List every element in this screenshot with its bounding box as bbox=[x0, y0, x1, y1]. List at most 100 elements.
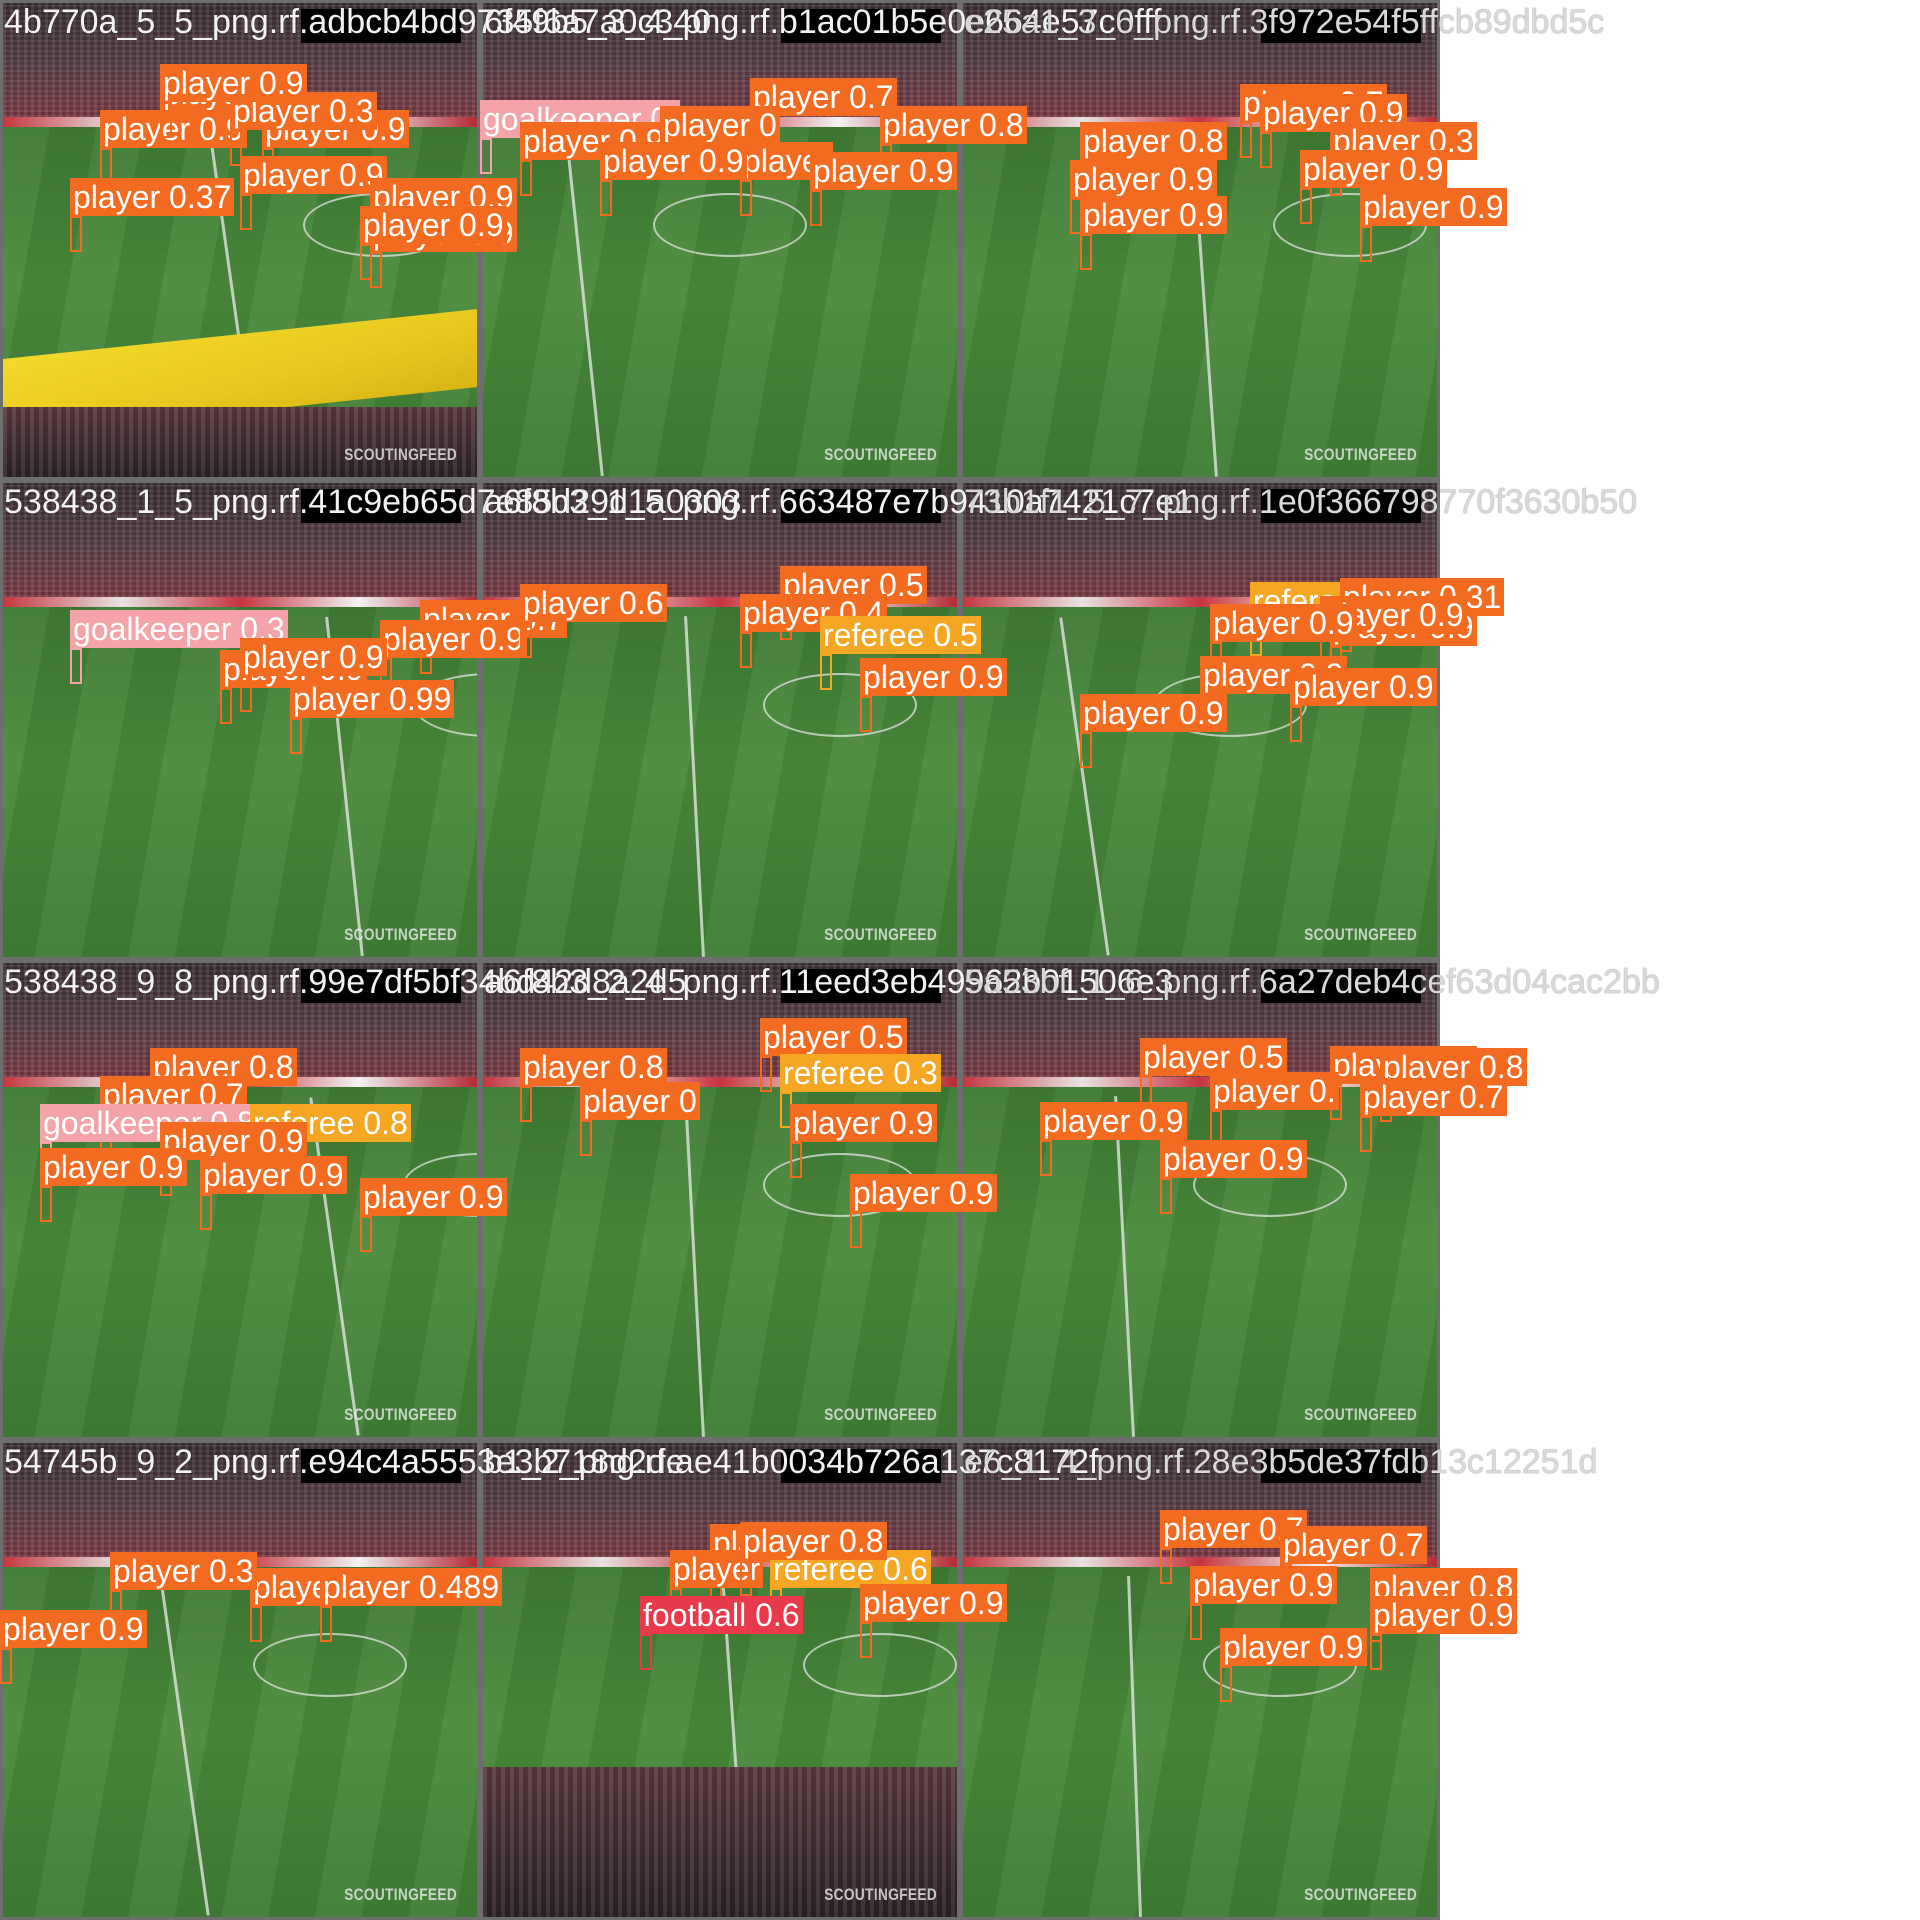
watermark: SCOUTINGFEED bbox=[824, 1885, 937, 1904]
player-bbox bbox=[1160, 1178, 1172, 1214]
player-bbox bbox=[1080, 732, 1092, 768]
player-bbox bbox=[70, 216, 82, 252]
redaction-box bbox=[301, 1449, 461, 1483]
redaction-box bbox=[781, 1449, 941, 1483]
tile-filename: 4b770a_5_5_png.rf.adbcb4bd9735f6a7a0c340 bbox=[4, 3, 712, 41]
player-label: player 0.9 bbox=[1370, 1596, 1517, 1634]
tile-filename: a6f8b3_2_4_png.rf.11eed3eb49962b01506e3 bbox=[484, 963, 1174, 1001]
player-label: player 0. bbox=[1210, 1072, 1339, 1110]
redaction-box bbox=[1261, 969, 1421, 1003]
stadium-crowd bbox=[3, 407, 477, 477]
pitch bbox=[483, 1087, 957, 1437]
player-label: player 0.9 bbox=[360, 1178, 507, 1216]
tile-filename: a6f8b3_1_5_png.rf.663487e7b9410a7421c7e1 bbox=[484, 483, 1194, 521]
player-bbox bbox=[360, 244, 372, 280]
advertising-board bbox=[483, 1076, 957, 1088]
player-label: player 0.9 bbox=[0, 1610, 147, 1648]
player-label: player 0.9 bbox=[1080, 694, 1227, 732]
advertising-board bbox=[963, 1556, 1437, 1568]
player-bbox bbox=[1290, 706, 1302, 742]
goalkeeper-label: goalkeeper 0.3 bbox=[70, 610, 288, 648]
watermark: SCOUTINGFEED bbox=[824, 445, 937, 464]
player-bbox bbox=[40, 1186, 52, 1222]
player-label: player 0.9 bbox=[1290, 668, 1437, 706]
player-label: player 0.9 bbox=[1220, 1628, 1367, 1666]
watermark: SCOUTINGFEED bbox=[1304, 1885, 1417, 1904]
player-label: player 0.8 bbox=[880, 106, 1027, 144]
tile-filename: b1_2_png.rf.ae41b0034b726a137c8172f bbox=[484, 1443, 1099, 1481]
player-label: player 0.7 bbox=[1360, 1078, 1507, 1116]
tile-11: SCOUTINGFEED bbox=[480, 1440, 960, 1920]
watermark: SCOUTINGFEED bbox=[1304, 925, 1417, 944]
player-bbox bbox=[1360, 226, 1372, 262]
tile-9: SCOUTINGFEED bbox=[960, 960, 1440, 1440]
player-bbox bbox=[1040, 1140, 1052, 1176]
player-label: player 0.9 bbox=[1210, 604, 1357, 642]
player-label: player 0.5 bbox=[1140, 1038, 1287, 1076]
player-label: player 0.99 bbox=[290, 680, 455, 718]
tile-filename: 538438_9_8_png.rf.99e7df5bf34bd42d8a2d5 bbox=[4, 963, 687, 1001]
player-bbox bbox=[600, 180, 612, 216]
player-label: player 0.489 bbox=[320, 1568, 503, 1606]
player-bbox bbox=[860, 1622, 872, 1658]
player-bbox bbox=[580, 1120, 592, 1156]
redaction-box bbox=[301, 9, 461, 43]
stadium-crowd bbox=[483, 1767, 957, 1917]
advertising-board bbox=[963, 596, 1437, 608]
redaction-box bbox=[1261, 9, 1421, 43]
player-bbox bbox=[220, 688, 232, 724]
player-label: player 0.9 bbox=[100, 110, 247, 148]
redaction-box bbox=[301, 489, 461, 523]
watermark: SCOUTINGFEED bbox=[344, 1405, 457, 1424]
player-bbox bbox=[290, 718, 302, 754]
player-bbox bbox=[360, 1216, 372, 1252]
tile-4: SCOUTINGFEED bbox=[0, 480, 480, 960]
tile-filename: e6_1_4_png.rf.28e3b5de37fdb13c12251d bbox=[964, 1443, 1598, 1481]
redaction-box bbox=[1261, 489, 1421, 523]
redaction-box bbox=[1261, 1449, 1421, 1483]
center-circle bbox=[763, 672, 917, 737]
player-label: player 0.9 bbox=[1070, 160, 1217, 198]
player-bbox bbox=[240, 676, 252, 712]
watermark: SCOUTINGFEED bbox=[1304, 445, 1417, 464]
goalkeeper-bbox bbox=[480, 138, 492, 174]
player-bbox bbox=[850, 1212, 862, 1248]
player-label: player 0.9 bbox=[40, 1148, 187, 1186]
player-label: player 0.9 bbox=[1080, 196, 1227, 234]
player-bbox bbox=[760, 1056, 772, 1092]
player-bbox bbox=[200, 1194, 212, 1230]
center-circle bbox=[803, 1632, 957, 1697]
redaction-box bbox=[781, 9, 941, 43]
advertising-board bbox=[963, 116, 1437, 128]
player-label: player 0 bbox=[580, 1082, 700, 1120]
tile-filename: 538438_1_5_png.rf.41c9eb65d7e85d29d1a030… bbox=[4, 483, 742, 521]
player-label: player 0.8 bbox=[520, 1048, 667, 1086]
player-label: player 0.9 bbox=[810, 152, 957, 190]
referee-label: referee 0.3 bbox=[780, 1054, 941, 1092]
player-label: player 0.9 bbox=[160, 64, 307, 102]
player-label: player 0.9 bbox=[380, 620, 527, 658]
player-bbox bbox=[1260, 132, 1272, 168]
referee-bbox bbox=[820, 654, 832, 690]
player-label: player 0 bbox=[660, 106, 780, 144]
player-bbox bbox=[1300, 188, 1312, 224]
player-bbox bbox=[320, 1606, 332, 1642]
football-bbox bbox=[640, 1634, 652, 1670]
center-circle bbox=[653, 192, 807, 257]
player-bbox bbox=[160, 102, 172, 138]
player-bbox bbox=[0, 1648, 12, 1684]
tile-filename: 5a53bf_1_6_png.rf.6a27deb4cef63d04cac2bb bbox=[964, 963, 1660, 1001]
player-label: player 0.9 bbox=[1190, 1566, 1337, 1604]
football-label: football 0.6 bbox=[640, 1596, 803, 1634]
player-bbox bbox=[860, 696, 872, 732]
tile-filename: 6f49b5_3_4_png.rf.b1ac01b5e0e664e57c0fff bbox=[484, 3, 1162, 41]
player-label: player 0.9 bbox=[1040, 1102, 1187, 1140]
center-circle bbox=[253, 1632, 407, 1697]
player-label: player 0.9 bbox=[1360, 188, 1507, 226]
player-label: player 0.9 bbox=[860, 658, 1007, 696]
player-bbox bbox=[1160, 1548, 1172, 1584]
player-bbox bbox=[520, 1086, 532, 1122]
player-label: player 0.9 bbox=[360, 206, 507, 244]
player-label: player 0.9 bbox=[1160, 1140, 1307, 1178]
